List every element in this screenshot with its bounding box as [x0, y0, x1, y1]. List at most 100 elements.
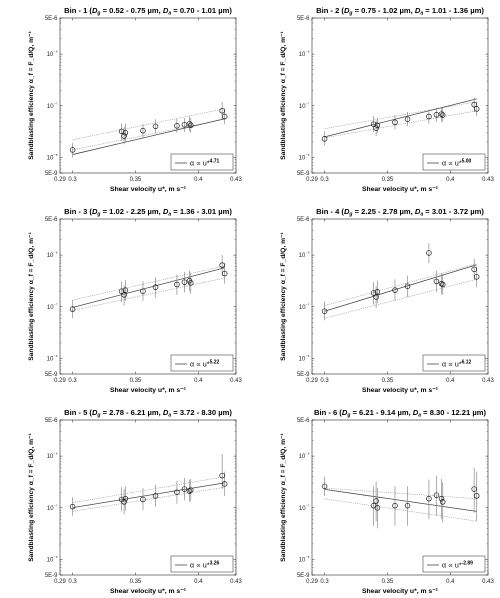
tick-base: 10	[47, 356, 54, 362]
title-da-value: = 1.36 - 3.01 µm)	[171, 207, 232, 216]
y-tick-label: 5E-9	[297, 573, 310, 579]
tick-exponent: ⁻⁸	[53, 153, 57, 158]
chart-title: Bin - 6 (Dg = 6.21 - 9.14 µm, Da = 8.30 …	[314, 408, 487, 419]
title-da-sub: a	[168, 11, 171, 17]
tick-exponent: ⁻⁸	[305, 555, 309, 560]
title-dg-sub: g	[346, 413, 350, 419]
data-point	[219, 472, 225, 479]
x-tick-label: 0.35	[130, 579, 142, 585]
data-point	[404, 116, 411, 122]
data-point	[181, 121, 188, 128]
x-tick-label: 0.29	[306, 579, 318, 585]
axes-box	[59, 419, 237, 576]
data-point	[404, 502, 411, 509]
y-tick-label: 10⁻⁷	[47, 101, 58, 110]
legend-box	[170, 354, 234, 372]
title-dg-symbol: D	[92, 6, 98, 15]
y-tick-label: 10⁻⁶	[299, 251, 310, 260]
x-tick-label: 0.3	[320, 378, 329, 384]
y-tick-label: 10⁻⁶	[47, 251, 58, 260]
fit-line	[72, 118, 225, 155]
x-tick-label: 0.4	[446, 579, 455, 585]
tick-base: 10	[299, 155, 306, 161]
title-dg-symbol: D	[92, 207, 98, 216]
title-da-sub: a	[420, 212, 423, 218]
data-point	[392, 119, 398, 125]
y-tick-label: 5E-6	[297, 16, 310, 22]
legend-label: α ∝ u*-2.89	[442, 561, 473, 570]
tick-base: 10	[47, 155, 54, 161]
data-point	[221, 270, 228, 277]
x-tick-label: 0.35	[382, 177, 394, 183]
tick-exponent: ⁻⁶	[53, 452, 57, 457]
legend-exponent: 4.71	[210, 159, 220, 165]
data-point	[473, 274, 480, 280]
data-point	[69, 147, 76, 153]
data-point	[471, 486, 477, 492]
axes-box	[311, 218, 489, 375]
legend-exponent: 3.26	[210, 561, 220, 567]
title-prefix: Bin - 5 (	[64, 408, 92, 417]
chart-panel-6: Bin - 6 (Dg = 6.21 - 9.14 µm, Da = 8.30 …	[280, 408, 494, 595]
title-da-sub: a	[420, 11, 423, 17]
tick-base: 10	[47, 506, 54, 512]
title-da-symbol: D	[413, 408, 419, 417]
title-da-sub: a	[168, 212, 171, 218]
legend-box	[170, 555, 234, 573]
title-prefix: Bin - 4 (	[316, 207, 344, 216]
data-point	[473, 493, 480, 499]
y-tick-label: 5E-6	[45, 418, 58, 424]
confidence-line-lower	[72, 277, 225, 311]
data-point	[471, 266, 477, 273]
x-axis-label: Shear velocity u*, m s⁻¹	[362, 588, 439, 595]
x-tick-label: 0.3	[68, 579, 77, 585]
data-point	[152, 123, 159, 130]
data-point	[152, 284, 159, 290]
title-da-symbol: D	[163, 408, 169, 417]
data-point	[370, 290, 377, 296]
tick-base: 10	[47, 104, 54, 110]
data-point	[439, 499, 446, 505]
confidence-line-lower	[72, 486, 225, 512]
tick-exponent: ⁻⁷	[306, 101, 310, 106]
legend-exponent: 5.00	[462, 159, 472, 165]
data-point	[140, 288, 146, 294]
tick-exponent: ⁻⁶	[53, 50, 57, 55]
x-tick-label: 0.43	[230, 378, 242, 384]
title-da-sub: a	[418, 413, 421, 419]
title-dg-sub: g	[96, 212, 100, 218]
data-point	[140, 496, 146, 503]
data-point	[373, 125, 379, 131]
title-dg-symbol: D	[342, 408, 348, 417]
data-point	[118, 288, 125, 294]
data-point	[118, 128, 125, 135]
title-dg-sub: g	[348, 212, 352, 218]
title-da-value: = 0.70 - 1.01 µm)	[171, 6, 232, 15]
data-point	[321, 483, 328, 490]
y-axis-label: Sandblasting efficiency α_f = F_d/Q, m⁻¹	[280, 30, 287, 159]
y-tick-label: 5E-9	[297, 372, 310, 378]
y-tick-label: 10⁻⁸	[299, 153, 310, 162]
title-da-value: = 8.30 - 12.21 µm)	[421, 408, 486, 417]
y-axis-label: Sandblasting efficiency α_f = F_d/Q, m⁻¹	[28, 231, 35, 360]
confidence-line-lower	[72, 118, 225, 151]
x-tick-label: 0.29	[306, 177, 318, 183]
data-point	[426, 113, 432, 120]
fit-line	[72, 482, 225, 509]
x-tick-label: 0.4	[446, 177, 455, 183]
fit-line	[324, 488, 477, 512]
x-tick-label: 0.35	[130, 378, 142, 384]
data-point	[373, 294, 379, 300]
tick-exponent: ⁻⁶	[305, 50, 309, 55]
tick-exponent: ⁻⁷	[306, 302, 310, 307]
title-da-value: = 3.72 - 8.30 µm)	[171, 408, 232, 417]
title-dg-value: = 2.78 - 6.21 µm,	[100, 408, 162, 417]
legend-label-text: α ∝ u*	[442, 161, 462, 168]
title-dg-value: = 0.75 - 1.02 µm,	[352, 6, 414, 15]
x-tick-label: 0.35	[130, 177, 142, 183]
chart-panel-1: Bin - 1 (Dg = 0.52 - 0.75 µm, Da = 0.70 …	[28, 6, 242, 193]
y-axis-label: Sandblasting efficiency α_f = F_d/Q, m⁻¹	[280, 432, 287, 561]
data-point	[374, 505, 381, 511]
data-point	[219, 262, 225, 268]
x-tick-label: 0.43	[482, 378, 494, 384]
